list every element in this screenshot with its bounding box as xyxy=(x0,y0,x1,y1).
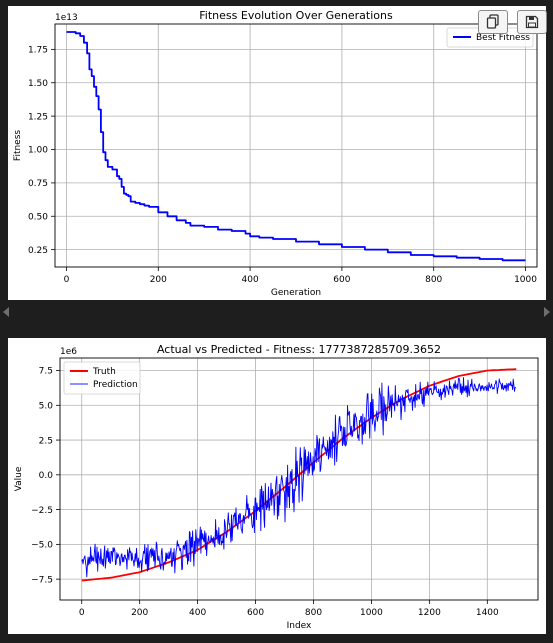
grid xyxy=(55,24,537,267)
y-offset-label: 1e13 xyxy=(55,13,78,23)
series-line-best-fitness xyxy=(66,31,526,262)
axes-frame xyxy=(54,23,538,268)
x-tick-label: 800 xyxy=(425,275,442,285)
chart-title: Actual vs Predicted - Fitness: 177738728… xyxy=(157,343,441,356)
prediction-plot-panel: 0 200 400 600 800 1000 1200 1400 −7.5 −5.0 −2.5 0.0… xyxy=(8,338,546,634)
y-tick-label: 7.5 xyxy=(39,367,53,377)
y-tick-label: 1.25 xyxy=(28,112,48,122)
y-tick-label: −5.0 xyxy=(31,541,53,551)
fitness-plot-panel: 0 200 400 600 800 1000 0.25 0.50 0.75 1.00 1.25 1.5… xyxy=(8,6,546,300)
x-axis-label: Index xyxy=(287,621,312,631)
save-button[interactable] xyxy=(517,10,547,34)
actual-vs-predicted-chart: 0 200 400 600 800 1000 1200 1400 −7.5 −5.0 −2.5 0.0… xyxy=(14,343,539,631)
x-tick-label: 200 xyxy=(131,608,148,618)
scroll-left-arrow[interactable] xyxy=(3,307,9,317)
y-tick-label: 0.50 xyxy=(28,212,48,222)
x-tick-label: 1400 xyxy=(476,608,499,618)
x-tick-label: 0 xyxy=(79,608,85,618)
y-tick-label: 1.50 xyxy=(28,79,48,89)
scroll-right-arrow[interactable] xyxy=(544,307,550,317)
plot-area xyxy=(81,368,517,582)
y-tick-label: 5.0 xyxy=(39,401,54,411)
x-tick-label: 600 xyxy=(333,275,350,285)
x-tick-label: 400 xyxy=(189,608,206,618)
y-axis-label: Value xyxy=(14,466,24,491)
y-tick-label: 1.00 xyxy=(28,146,48,156)
fitness-evolution-chart: 0 200 400 600 800 1000 0.25 0.50 0.75 1.00 1.25 1.5… xyxy=(13,9,538,298)
legend-label: Prediction xyxy=(93,380,138,390)
x-axis-label: Generation xyxy=(271,288,321,298)
x-tick-label: 1200 xyxy=(418,608,441,618)
y-tick-label: 0.25 xyxy=(28,246,48,256)
output-scroll-area xyxy=(0,300,553,338)
y-tick-label: 2.5 xyxy=(39,436,53,446)
y-axis-label: Fitness xyxy=(13,130,23,161)
plot-area xyxy=(66,31,526,262)
x-tick-label: 200 xyxy=(150,275,167,285)
y-tick-label: −7.5 xyxy=(31,575,53,585)
copy-button[interactable] xyxy=(478,10,508,34)
x-tick-label: 0 xyxy=(64,275,70,285)
x-tick-label: 800 xyxy=(305,608,322,618)
y-tick-label: 0.0 xyxy=(39,471,54,481)
y-tick-label: 0.75 xyxy=(28,179,48,189)
chart-title: Fitness Evolution Over Generations xyxy=(199,9,393,22)
axes-frame xyxy=(59,357,539,601)
series-line-prediction xyxy=(81,377,516,578)
x-tick-label: 600 xyxy=(247,608,264,618)
x-tick-label: 1000 xyxy=(360,608,383,618)
legend-label: Truth xyxy=(92,367,116,377)
legend-label: Best Fitness xyxy=(476,33,530,43)
y-tick-label: 1.75 xyxy=(28,46,48,56)
legend: Truth Prediction xyxy=(63,361,141,395)
y-tick-label: −2.5 xyxy=(31,506,53,516)
copy-icon xyxy=(486,14,499,29)
series-line-truth xyxy=(81,368,517,582)
y-offset-label: 1e6 xyxy=(60,347,77,357)
x-tick-label: 1000 xyxy=(514,275,537,285)
save-icon xyxy=(525,15,539,29)
x-tick-label: 400 xyxy=(242,275,259,285)
